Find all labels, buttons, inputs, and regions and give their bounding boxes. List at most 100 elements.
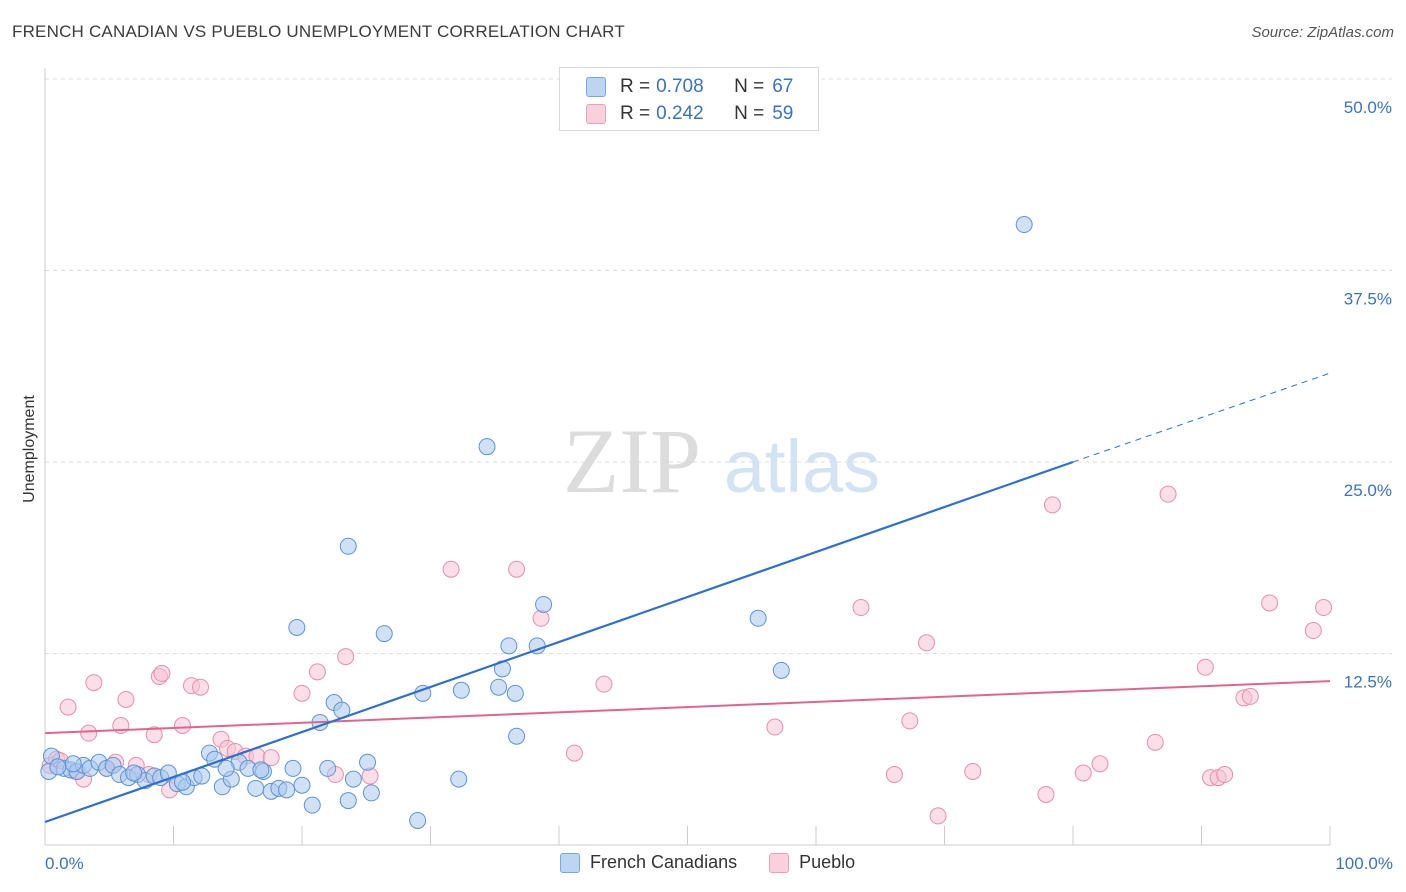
pueblo-point (153, 664, 171, 682)
pueblo-point (173, 717, 191, 735)
pueblo-point (1146, 733, 1164, 751)
french-canadian-point (278, 781, 296, 799)
r-value: 0.242 (656, 103, 704, 124)
pueblo-point (964, 762, 982, 780)
french-canadian-point (359, 753, 377, 771)
series-legend: French Canadians Pueblo (560, 852, 887, 873)
pueblo-point (1261, 594, 1279, 612)
gridlines (45, 78, 1392, 654)
axes (44, 68, 1331, 846)
pueblo-point (117, 690, 135, 708)
french-canadian-points (40, 216, 1033, 829)
french-canadian-point (217, 759, 235, 777)
watermark: ZIP atlas (563, 410, 880, 512)
french-canadian-point (344, 770, 362, 788)
french-canadian-point (1015, 216, 1033, 234)
pueblo-point (929, 807, 947, 825)
legend-row-french-canadians: R = 0.708 N = 67 (586, 75, 793, 99)
french-canadian-point (293, 776, 311, 794)
pueblo-point (565, 744, 583, 762)
french-canadian-point (450, 770, 468, 788)
french-canadian-point (409, 811, 427, 829)
french-canadian-point (319, 759, 337, 777)
pueblo-point (1315, 599, 1333, 617)
legend-item-french-canadians: French Canadians (560, 852, 737, 873)
legend-item-pueblo: Pueblo (769, 852, 855, 873)
blue-swatch (560, 852, 580, 873)
french-canadian-point (339, 792, 357, 810)
french-canadian-point (375, 625, 393, 643)
french-canadian-point (362, 784, 380, 802)
french-canadian-point (125, 764, 143, 782)
pueblo-point (918, 634, 936, 652)
r-label: R = (620, 103, 651, 124)
french-canadian-point (64, 755, 82, 773)
pueblo-point (1159, 485, 1177, 503)
trend-lines (44, 372, 1331, 824)
blue-swatch (586, 77, 606, 97)
french-canadian-point (772, 661, 790, 679)
x-tick-label: 100.0% (1335, 854, 1393, 873)
n-value: 67 (772, 76, 794, 97)
pueblo-trend-line (44, 680, 1331, 735)
source-label: Source: ZipAtlas.com (1251, 24, 1394, 41)
french-canadian-point (252, 761, 270, 779)
n-label: N = (734, 76, 765, 97)
french-canadian-point (500, 637, 518, 655)
french-canadian-point (303, 796, 321, 814)
pueblo-point (145, 726, 163, 744)
pueblo-point (262, 749, 280, 767)
pueblo-point (85, 674, 103, 692)
pueblo-point (1241, 687, 1259, 705)
pueblo-point (532, 609, 550, 627)
correlation-legend: R = 0.708 N = 67 R = 0.242 N = 59 (559, 67, 819, 131)
pueblo-point (508, 560, 526, 578)
french-canadian-point (339, 537, 357, 555)
french-canadian-point (49, 758, 67, 776)
tick-labels: 12.5% 25.0% 37.5% 50.0% 0.0% 100.0% (45, 98, 1393, 873)
legend-label-french-canadians: French Canadians (590, 852, 738, 872)
pueblo-point (1037, 785, 1055, 803)
pueblo-point (442, 560, 460, 578)
french-canadian-point (506, 684, 524, 702)
legend-label-pueblo: Pueblo (799, 852, 856, 872)
y-tick-label: 25.0% (1344, 481, 1392, 500)
french-canadian-point (288, 618, 306, 636)
french-canadian-trend-extension (1072, 372, 1331, 463)
french-canadian-point (508, 727, 526, 745)
french-canadian-point (247, 779, 265, 797)
pink-swatch (586, 104, 606, 124)
n-label: N = (734, 103, 765, 124)
pueblo-point (1216, 766, 1234, 784)
pueblo-point (308, 663, 326, 681)
pueblo-point (595, 675, 613, 693)
pueblo-point (337, 648, 355, 666)
pueblo-point (80, 724, 98, 742)
n-value: 59 (772, 103, 794, 124)
watermark-atlas: atlas (724, 425, 880, 508)
y-tick-label: 50.0% (1344, 98, 1392, 117)
pueblo-point (59, 698, 77, 716)
french-canadian-point (535, 595, 553, 613)
pueblo-point (293, 684, 311, 702)
y-tick-label: 37.5% (1344, 290, 1392, 309)
pueblo-point (901, 712, 919, 730)
french-canadian-trend-line (44, 460, 1074, 824)
pueblo-point (766, 718, 784, 736)
pink-swatch (769, 852, 790, 873)
watermark-zip: ZIP (563, 410, 701, 512)
french-canadian-point (478, 438, 496, 456)
french-canadian-point (193, 767, 211, 785)
r-value: 0.708 (656, 76, 704, 97)
pueblo-point (1196, 658, 1214, 676)
pueblo-point (1091, 755, 1109, 773)
y-tick-label: 12.5% (1344, 673, 1392, 692)
y-axis-label: Unemployment (21, 395, 38, 503)
french-canadian-point (490, 678, 508, 696)
r-label: R = (620, 76, 651, 97)
legend-row-pueblo: R = 0.242 N = 59 (586, 102, 793, 126)
x-tick-label: 0.0% (45, 854, 84, 873)
chart-title: FRENCH CANADIAN VS PUEBLO UNEMPLOYMENT C… (12, 22, 625, 41)
pueblo-point (1074, 764, 1092, 782)
